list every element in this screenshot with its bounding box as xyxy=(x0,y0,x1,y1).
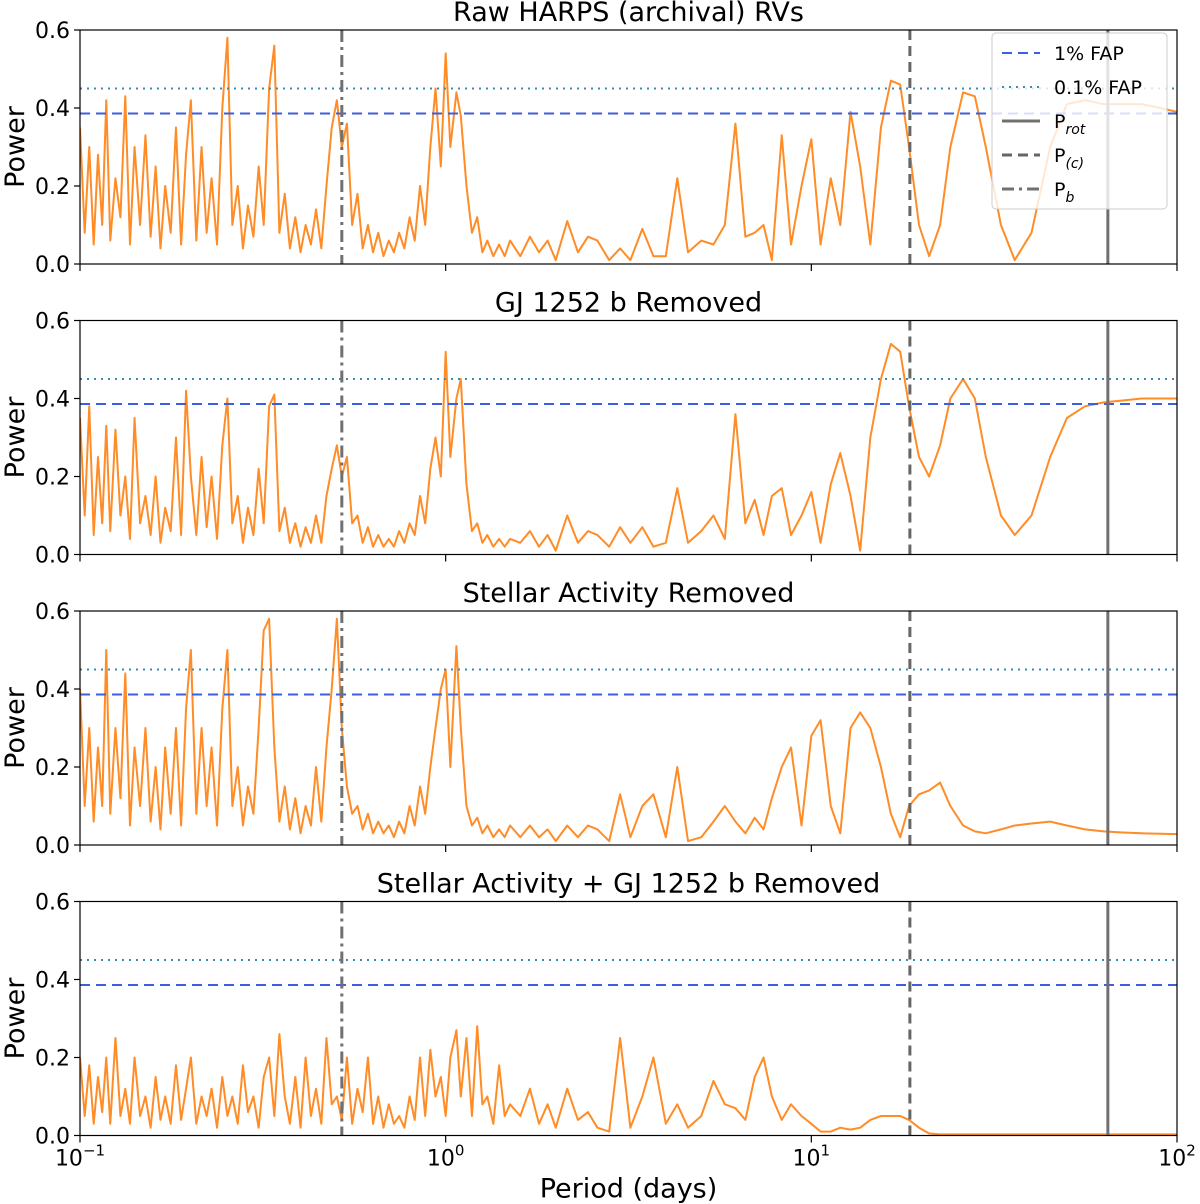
y-tick-label: 0.0 xyxy=(35,1125,70,1150)
periodogram-line xyxy=(80,1025,1177,1136)
y-tick-label: 0.2 xyxy=(35,1047,70,1072)
y-axis-label: Power xyxy=(0,396,31,479)
series-group xyxy=(80,1025,1177,1136)
legend-subscript: (c) xyxy=(1065,156,1084,172)
y-tick-label: 0.0 xyxy=(35,834,70,859)
periodogram-line xyxy=(80,36,1177,262)
legend-label: 1% FAP xyxy=(1054,43,1124,65)
legend-subscript: b xyxy=(1065,190,1074,206)
y-tick-label: 0.6 xyxy=(35,891,70,916)
panel: Stellar Activity + GJ 1252 b Removed Powe… xyxy=(0,869,1196,1204)
y-tick-label: 0.2 xyxy=(35,466,70,491)
x-tick-label: 101 xyxy=(793,1142,831,1172)
legend-name: 0.1% FAP xyxy=(1054,77,1142,99)
y-tick-label: 0.2 xyxy=(35,175,70,200)
y-tick-label: 0.4 xyxy=(35,97,70,122)
x-tick-exponent: 0 xyxy=(455,1142,465,1160)
panel: GJ 1252 b Removed Power 0.0 0.2 0.4 0.6 xyxy=(0,288,1178,569)
series-group xyxy=(80,617,1177,843)
x-tick-base: 10 xyxy=(55,1147,83,1172)
legend-label: 0.1% FAP xyxy=(1054,77,1142,99)
series-group xyxy=(80,36,1177,262)
panel-title: Stellar Activity + GJ 1252 b Removed xyxy=(377,869,881,900)
y-tick-label: 0.0 xyxy=(35,544,70,569)
y-axis-label: Power xyxy=(0,105,31,188)
legend-box xyxy=(991,32,1168,210)
periodogram-line xyxy=(80,617,1177,843)
y-tick-label: 0.4 xyxy=(35,388,70,413)
y-tick-label: 0.6 xyxy=(35,600,70,625)
y-tick-label: 0.6 xyxy=(35,310,70,335)
legend-label: P(c) xyxy=(1054,145,1084,172)
periodogram-line xyxy=(80,342,1177,552)
y-tick-label: 0.2 xyxy=(35,756,70,781)
legend-name: 1% FAP xyxy=(1054,43,1124,65)
plot-frame xyxy=(79,29,1178,265)
legend-label: Pb xyxy=(1054,179,1074,206)
x-tick-label: 10−1 xyxy=(55,1142,105,1172)
panel: Stellar Activity Removed Power 0.0 0.2 0.4 0.… xyxy=(0,578,1178,859)
x-tick-label: 102 xyxy=(1158,1142,1196,1172)
x-tick-base: 10 xyxy=(793,1147,821,1172)
x-tick-exponent: 2 xyxy=(1186,1142,1196,1160)
legend-label: Prot xyxy=(1054,111,1086,138)
legend-name: P xyxy=(1054,179,1065,201)
y-tick-label: 0.4 xyxy=(35,678,70,703)
y-axis-label: Power xyxy=(0,977,31,1060)
plot-frame xyxy=(79,900,1178,1137)
x-tick-base: 10 xyxy=(427,1147,455,1172)
plot-frame xyxy=(79,319,1178,556)
panel-title: Stellar Activity Removed xyxy=(463,578,795,609)
x-axis-label: Period (days) xyxy=(540,1174,718,1204)
x-tick-exponent: 1 xyxy=(821,1142,831,1160)
x-tick-label: 100 xyxy=(427,1142,465,1172)
x-tick-base: 10 xyxy=(1158,1147,1186,1172)
panel: Raw HARPS (archival) RVs Power 0.0 0.2 0.4 0.… xyxy=(0,0,1178,278)
y-tick-label: 0.6 xyxy=(35,19,70,44)
series-group xyxy=(80,342,1177,552)
y-tick-label: 0.4 xyxy=(35,969,70,994)
x-tick-exponent: −1 xyxy=(83,1142,105,1160)
legend-subscript: rot xyxy=(1065,122,1085,138)
panel-title: GJ 1252 b Removed xyxy=(495,288,762,319)
legend-name: P xyxy=(1054,145,1065,167)
plot-frame xyxy=(79,610,1178,846)
legend-name: P xyxy=(1054,111,1065,133)
y-tick-label: 0.0 xyxy=(35,253,70,278)
y-axis-label: Power xyxy=(0,686,31,769)
panel-title: Raw HARPS (archival) RVs xyxy=(453,0,804,28)
